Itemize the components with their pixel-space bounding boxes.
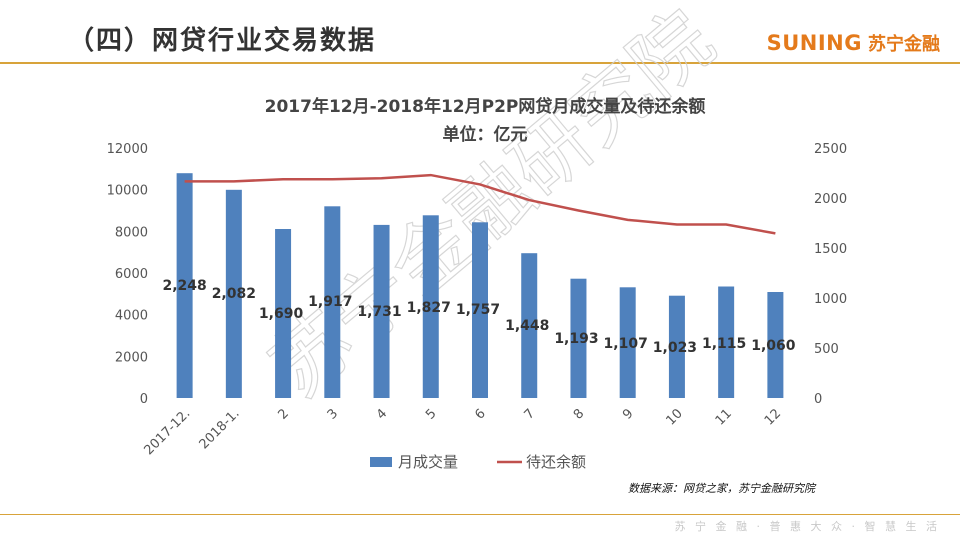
left-axis-tick: 6000 xyxy=(115,267,148,282)
x-axis-tick: 4 xyxy=(374,406,390,422)
bar xyxy=(275,229,292,398)
x-axis-tick: 9 xyxy=(620,406,636,422)
bar xyxy=(373,224,390,398)
bar xyxy=(619,287,636,398)
line-path xyxy=(184,173,776,235)
data-label: 1,115 xyxy=(702,336,746,352)
right-axis-tick: 2000 xyxy=(814,192,847,207)
data-label: 1,023 xyxy=(653,340,697,356)
data-label: 1,690 xyxy=(259,306,304,322)
legend: 月成交量 待还余额 xyxy=(370,453,586,471)
x-axis-tick: 7 xyxy=(522,406,538,422)
right-axis-tick: 1500 xyxy=(814,242,847,257)
line-series xyxy=(184,173,776,235)
left-axis: 0 2000 4000 6000 8000 10000 12000 xyxy=(107,142,148,407)
left-axis-tick: 0 xyxy=(140,392,148,407)
left-axis-tick: 8000 xyxy=(115,225,148,240)
data-label: 1,060 xyxy=(751,338,796,354)
left-axis-tick: 10000 xyxy=(107,184,148,199)
data-label: 2,082 xyxy=(212,286,256,302)
legend-label: 月成交量 xyxy=(398,453,458,471)
x-axis-tick: 5 xyxy=(423,406,439,422)
footer-slogan: 苏 宁 金 融 · 普 惠 大 众 · 智 慧 生 活 xyxy=(674,520,940,533)
chart-subtitle: 单位：亿元 xyxy=(443,124,528,145)
x-axis-tick: 3 xyxy=(325,406,341,422)
left-axis-tick: 12000 xyxy=(107,142,148,157)
x-axis: 2017-12. 2018-1. 2 3 4 5 6 7 8 9 10 11 12 xyxy=(142,406,785,458)
data-label: 1,107 xyxy=(604,336,648,352)
x-axis-tick: 10 xyxy=(663,406,685,428)
bar xyxy=(472,222,488,398)
x-axis-tick: 12 xyxy=(762,406,784,428)
bar xyxy=(176,173,193,398)
bar xyxy=(668,295,685,398)
legend-swatch-bar xyxy=(370,457,392,467)
data-label: 1,827 xyxy=(407,300,451,316)
right-axis: 0 500 1000 1500 2000 2500 xyxy=(814,142,847,407)
data-label: 2,248 xyxy=(162,278,206,294)
brand-name-cn: 苏宁金融 xyxy=(868,34,940,55)
data-label: 1,448 xyxy=(505,318,549,334)
legend-label: 待还余额 xyxy=(526,453,586,471)
data-label: 1,731 xyxy=(357,304,401,320)
x-axis-tick: 6 xyxy=(472,406,488,422)
right-axis-tick: 1000 xyxy=(814,292,847,307)
data-label: 1,757 xyxy=(456,302,500,318)
page-title: （四）网贷行业交易数据 xyxy=(68,26,377,56)
data-label: 1,193 xyxy=(554,331,598,347)
right-axis-tick: 0 xyxy=(814,392,822,407)
footer-rule xyxy=(0,514,960,515)
bar xyxy=(767,292,784,398)
bar xyxy=(570,278,587,398)
right-axis-tick: 500 xyxy=(814,342,839,357)
brand-logo: SUNING 苏宁金融 xyxy=(767,29,940,57)
bar xyxy=(324,206,341,398)
x-axis-tick: 2 xyxy=(275,406,291,422)
x-axis-tick: 2018-1. xyxy=(197,406,243,452)
x-axis-tick: 2017-12. xyxy=(142,406,194,458)
data-label: 1,917 xyxy=(308,294,352,310)
bar xyxy=(422,215,439,398)
brand-name-en: SUNING xyxy=(766,31,862,55)
bar-series xyxy=(176,173,784,398)
bar xyxy=(521,253,538,398)
header-rule xyxy=(0,62,960,64)
bar xyxy=(225,189,242,398)
bar xyxy=(718,286,735,398)
data-source: 数据来源：网贷之家，苏宁金融研究院 xyxy=(628,482,815,495)
left-axis-tick: 2000 xyxy=(115,350,148,365)
right-axis-tick: 2500 xyxy=(814,142,847,157)
chart-title: 2017年12月-2018年12月P2P网贷月成交量及待还余额 xyxy=(265,96,706,117)
x-axis-tick: 8 xyxy=(571,406,587,422)
left-axis-tick: 4000 xyxy=(115,309,148,324)
x-axis-tick: 11 xyxy=(713,406,735,428)
